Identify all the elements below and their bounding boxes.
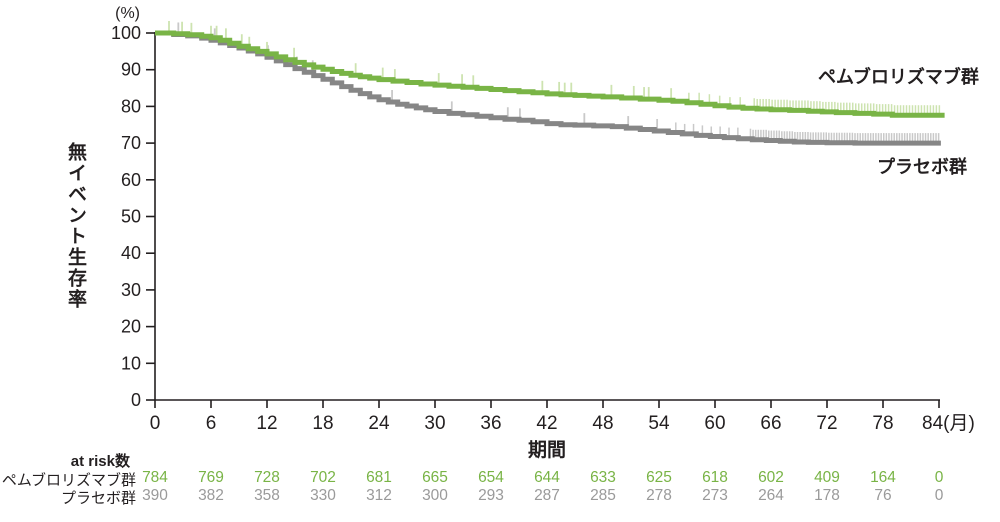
at-risk-count-placebo: 358 [254,487,280,504]
y-tick-label: 80 [121,96,141,116]
at-risk-count-pembrolizumab: 625 [646,469,672,486]
x-tick-label: 36 [480,413,501,434]
x-tick-label: 42 [536,413,557,434]
x-tick-label: 48 [592,413,613,434]
x-axis-title: 期間 [527,440,566,461]
y-axis-unit-label: (%) [115,5,140,22]
y-tick-label: 100 [111,23,141,43]
y-tick-label: 70 [121,133,141,153]
at-risk-count-pembrolizumab: 681 [366,469,392,486]
at-risk-count-placebo: 76 [874,487,891,504]
pembrolizumab-curve [155,30,945,118]
at-risk-count-pembrolizumab: 665 [422,469,448,486]
x-tick-label: 24 [368,413,390,434]
at-risk-count-pembrolizumab: 618 [702,469,728,486]
at-risk-count-placebo: 300 [422,487,448,504]
at-risk-count-pembrolizumab: 702 [310,469,336,486]
at-risk-count-placebo: 312 [366,487,392,504]
x-tick-label: 72 [816,413,837,434]
at-risk-count-pembrolizumab: 769 [198,469,224,486]
x-tick-label: 6 [206,413,217,434]
at-risk-count-pembrolizumab: 602 [758,469,784,486]
x-tick-label: 78 [872,413,893,434]
at-risk-count-pembrolizumab: 633 [590,469,616,486]
series-label-pembrolizumab: ペムブロリズマブ群 [818,67,979,87]
at-risk-count-placebo: 285 [590,487,616,504]
y-tick-label: 20 [121,317,141,337]
at-risk-count-placebo: 287 [534,487,560,504]
at-risk-count-pembrolizumab: 0 [935,469,944,486]
x-tick-label: 0 [150,413,161,434]
at-risk-count-placebo: 390 [142,487,168,504]
x-tick-label: 12 [256,413,277,434]
y-axis-title: 無イベント生存率 [65,142,86,310]
at-risk-row-label-placebo: プラセボ群 [60,490,136,507]
y-tick-label: 0 [131,390,141,410]
y-tick-label: 60 [121,170,141,190]
at-risk-count-placebo: 264 [758,487,784,504]
at-risk-count-pembrolizumab: 784 [142,469,168,486]
y-tick-label: 30 [121,280,141,300]
at-risk-count-placebo: 178 [814,487,840,504]
at-risk-row-label-pembrolizumab: ペムブロリズマブ群 [1,472,136,489]
y-tick-label: 40 [121,243,141,263]
at-risk-count-pembrolizumab: 164 [870,469,896,486]
at-risk-count-pembrolizumab: 654 [478,469,504,486]
x-tick-label: 30 [424,413,445,434]
x-tick-label: 84(月) [922,413,975,434]
at-risk-count-pembrolizumab: 409 [814,469,840,486]
series-label-placebo: プラセボ群 [877,157,967,177]
at-risk-count-placebo: 330 [310,487,336,504]
at-risk-header: at risk数 [70,453,130,470]
at-risk-count-pembrolizumab: 728 [254,469,280,486]
at-risk-count-placebo: 293 [478,487,504,504]
at-risk-count-placebo: 278 [646,487,672,504]
y-tick-label: 50 [121,207,141,227]
at-risk-count-placebo: 0 [935,487,944,504]
at-risk-count-placebo: 273 [702,487,728,504]
y-tick-label: 90 [121,60,141,80]
x-tick-label: 18 [312,413,333,434]
at-risk-count-placebo: 382 [198,487,224,504]
y-tick-label: 10 [121,353,141,373]
x-tick-label: 60 [704,413,725,434]
x-tick-label: 66 [760,413,781,434]
x-tick-label: 54 [648,413,670,434]
at-risk-count-pembrolizumab: 644 [534,469,560,486]
